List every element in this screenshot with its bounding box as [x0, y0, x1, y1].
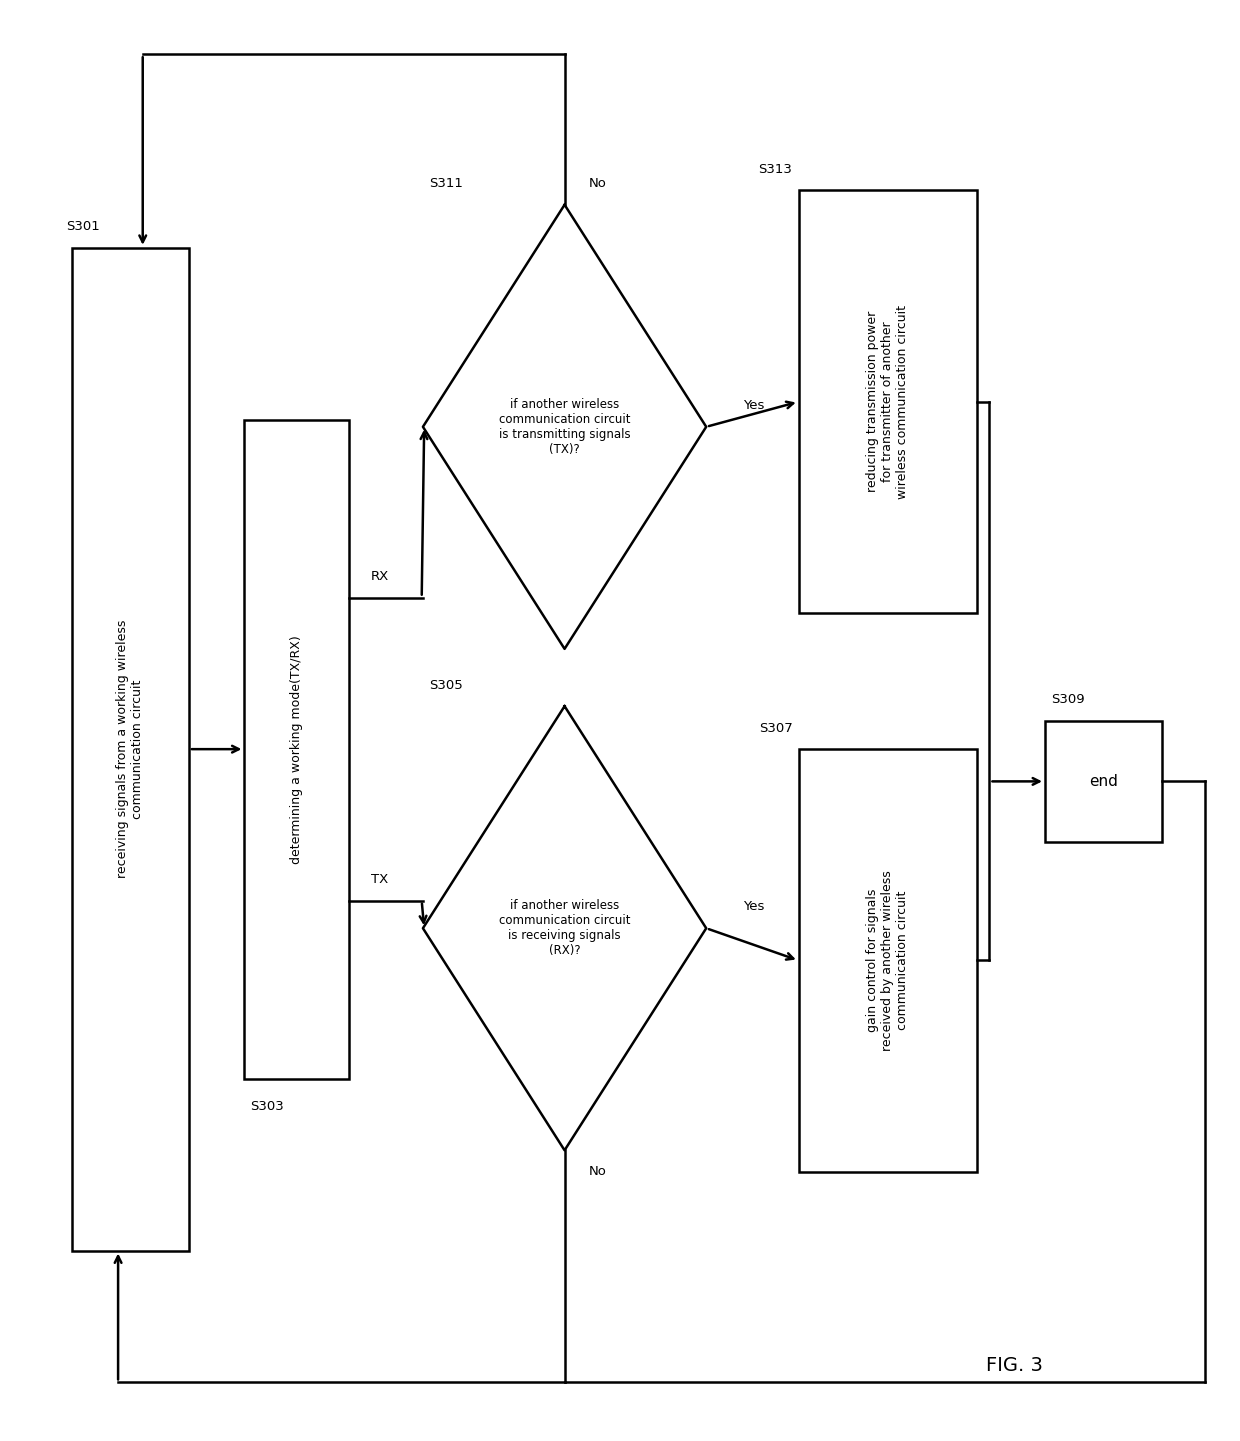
Text: S313: S313	[759, 163, 792, 176]
Text: FIG. 3: FIG. 3	[986, 1356, 1043, 1375]
FancyBboxPatch shape	[1045, 720, 1162, 843]
FancyBboxPatch shape	[72, 248, 188, 1251]
Text: Yes: Yes	[743, 399, 765, 412]
Text: Yes: Yes	[743, 901, 765, 914]
FancyBboxPatch shape	[244, 419, 348, 1079]
Polygon shape	[423, 205, 707, 648]
Text: No: No	[589, 177, 608, 190]
Text: determining a working mode(TX/RX): determining a working mode(TX/RX)	[290, 635, 304, 863]
Text: TX: TX	[371, 873, 388, 886]
Text: if another wireless
communication circuit
is receiving signals
(RX)?: if another wireless communication circui…	[498, 899, 630, 957]
FancyBboxPatch shape	[799, 190, 977, 612]
Text: S311: S311	[429, 177, 463, 190]
Text: S307: S307	[759, 722, 792, 735]
Text: S301: S301	[66, 220, 99, 233]
Text: No: No	[589, 1166, 608, 1179]
Text: end: end	[1089, 774, 1118, 788]
Text: S309: S309	[1052, 693, 1085, 706]
Text: RX: RX	[371, 569, 389, 582]
Text: reducing transmission power
for transmitter of another
wireless communication ci: reducing transmission power for transmit…	[867, 304, 909, 499]
Text: S305: S305	[429, 679, 463, 692]
Text: gain control for signals
received by another wireless
communication circuit: gain control for signals received by ano…	[867, 870, 909, 1050]
Polygon shape	[423, 706, 707, 1150]
Text: receiving signals from a working wireless
communication circuit: receiving signals from a working wireles…	[117, 620, 144, 879]
FancyBboxPatch shape	[799, 749, 977, 1172]
Text: S303: S303	[250, 1099, 284, 1112]
Text: if another wireless
communication circuit
is transmitting signals
(TX)?: if another wireless communication circui…	[498, 398, 630, 455]
